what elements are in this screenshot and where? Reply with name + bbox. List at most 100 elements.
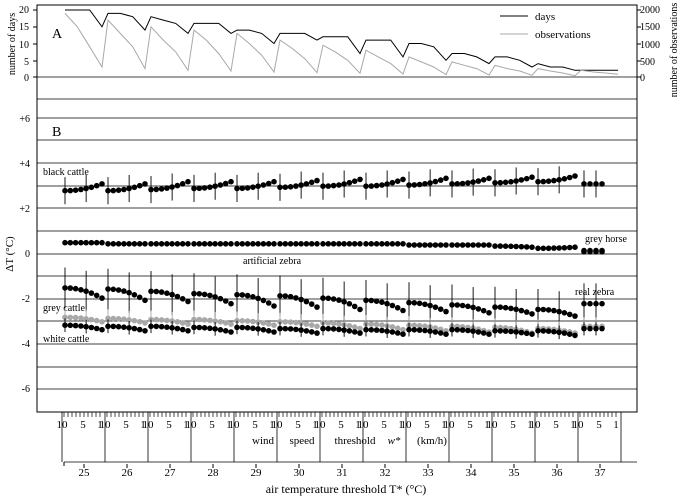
point-grey-cattle bbox=[351, 324, 358, 330]
point-real-zebra bbox=[330, 296, 337, 302]
point-artificial-zebra bbox=[207, 241, 213, 247]
wind-tick-label: 5 bbox=[338, 419, 344, 431]
point-grey-cattle bbox=[389, 324, 396, 330]
point-black-cattle bbox=[234, 185, 240, 192]
point-grey-cattle bbox=[260, 320, 267, 326]
point-white-cattle bbox=[523, 330, 530, 337]
point-real-zebra bbox=[174, 293, 181, 300]
point-grey-cattle bbox=[368, 321, 375, 328]
point-grey-cattle bbox=[217, 319, 224, 325]
temperature-label: 37 bbox=[595, 467, 607, 479]
point-artificial-zebra bbox=[196, 241, 203, 247]
point-grey-cattle bbox=[78, 315, 84, 321]
point-real-zebra bbox=[389, 302, 396, 309]
temperature-label: 33 bbox=[423, 467, 435, 479]
point-real-zebra bbox=[513, 306, 519, 313]
wind-tick-label: 10 bbox=[401, 419, 413, 431]
point-white-cattle bbox=[545, 328, 552, 335]
point-black-cattle bbox=[105, 187, 111, 194]
point-black-cattle bbox=[535, 178, 541, 185]
point-artificial-zebra bbox=[357, 241, 363, 247]
point-real-zebra bbox=[153, 288, 160, 295]
series-line-days bbox=[65, 9, 618, 71]
point-real-zebra bbox=[105, 286, 111, 292]
point-artificial-zebra bbox=[234, 241, 240, 247]
point-artificial-zebra bbox=[508, 243, 514, 250]
wind-tick-label: 1 bbox=[441, 419, 447, 431]
point-grey-horse bbox=[599, 248, 605, 255]
point-white-cattle bbox=[325, 325, 332, 332]
point-real-zebra bbox=[314, 304, 320, 310]
point-grey-cattle bbox=[222, 320, 229, 326]
point-real-zebra bbox=[67, 285, 74, 291]
point-grey-horse bbox=[587, 248, 593, 255]
point-white-cattle bbox=[298, 327, 304, 333]
point-grey-cattle bbox=[422, 323, 428, 330]
point-white-cattle bbox=[363, 326, 369, 333]
point-grey-cattle bbox=[196, 316, 203, 323]
point-artificial-zebra bbox=[260, 241, 267, 247]
point-grey-cattle bbox=[115, 316, 122, 322]
label-black-cattle: black cattle bbox=[43, 167, 89, 178]
point-real-zebra bbox=[449, 302, 455, 308]
point-real-zebra bbox=[581, 300, 587, 307]
point-real-zebra bbox=[556, 308, 562, 315]
point-black-cattle bbox=[298, 182, 304, 188]
point-artificial-zebra bbox=[351, 241, 358, 247]
point-artificial-zebra bbox=[126, 241, 132, 247]
point-white-cattle bbox=[131, 325, 138, 332]
point-artificial-zebra bbox=[480, 242, 487, 248]
point-white-cattle bbox=[271, 329, 277, 335]
label-real-zebra: real zebra bbox=[575, 287, 615, 298]
label-white-cattle: white cattle bbox=[43, 334, 90, 345]
point-real-zebra bbox=[115, 287, 122, 293]
point-artificial-zebra bbox=[271, 241, 277, 247]
point-white-cattle bbox=[265, 328, 272, 334]
point-grey-cattle bbox=[379, 322, 385, 328]
point-artificial-zebra bbox=[427, 242, 433, 248]
point-grey-cattle bbox=[83, 316, 89, 322]
point-real-zebra bbox=[572, 313, 578, 319]
point-white-cattle bbox=[330, 326, 337, 332]
point-grey-cattle bbox=[99, 319, 105, 325]
point-black-cattle bbox=[551, 177, 557, 184]
point-white-cattle bbox=[599, 325, 605, 332]
point-real-zebra bbox=[308, 301, 315, 307]
point-real-zebra bbox=[244, 292, 251, 299]
point-real-zebra bbox=[480, 307, 487, 314]
point-real-zebra bbox=[566, 311, 573, 318]
left-tick-5: 5 bbox=[24, 57, 29, 68]
point-grey-cattle bbox=[244, 318, 251, 324]
wind-tick-label: 10 bbox=[487, 419, 499, 431]
point-black-cattle bbox=[260, 182, 267, 188]
point-white-cattle bbox=[62, 322, 68, 329]
point-black-cattle bbox=[422, 181, 428, 187]
point-real-zebra bbox=[277, 293, 283, 299]
point-real-zebra bbox=[271, 303, 277, 309]
point-artificial-zebra bbox=[486, 242, 492, 248]
point-grey-cattle bbox=[255, 319, 261, 325]
point-white-cattle bbox=[78, 323, 84, 329]
wind-tick-label: 5 bbox=[510, 419, 516, 431]
wind-word-1: speed bbox=[289, 435, 315, 447]
wind-word-3: w* bbox=[388, 435, 401, 447]
point-white-cattle bbox=[346, 328, 353, 334]
series-line-observations bbox=[64, 13, 619, 77]
wind-tick-label: 10 bbox=[315, 419, 327, 431]
legend-days-label: days bbox=[535, 11, 555, 23]
wind-tick-label: 5 bbox=[209, 419, 215, 431]
panel-b-letter: B bbox=[52, 125, 61, 140]
point-grey-cattle bbox=[239, 318, 246, 324]
point-black-cattle bbox=[126, 185, 132, 192]
point-artificial-zebra bbox=[99, 239, 105, 246]
point-black-cattle bbox=[416, 181, 423, 188]
point-real-zebra bbox=[599, 300, 605, 307]
point-white-cattle bbox=[105, 323, 111, 330]
point-real-zebra bbox=[207, 292, 213, 299]
point-real-zebra bbox=[373, 298, 380, 305]
left-tick-20: 20 bbox=[19, 5, 29, 16]
point-black-cattle bbox=[346, 179, 353, 186]
point-grey-cattle bbox=[201, 317, 208, 323]
point-artificial-zebra bbox=[164, 241, 170, 247]
point-white-cattle bbox=[196, 324, 203, 331]
